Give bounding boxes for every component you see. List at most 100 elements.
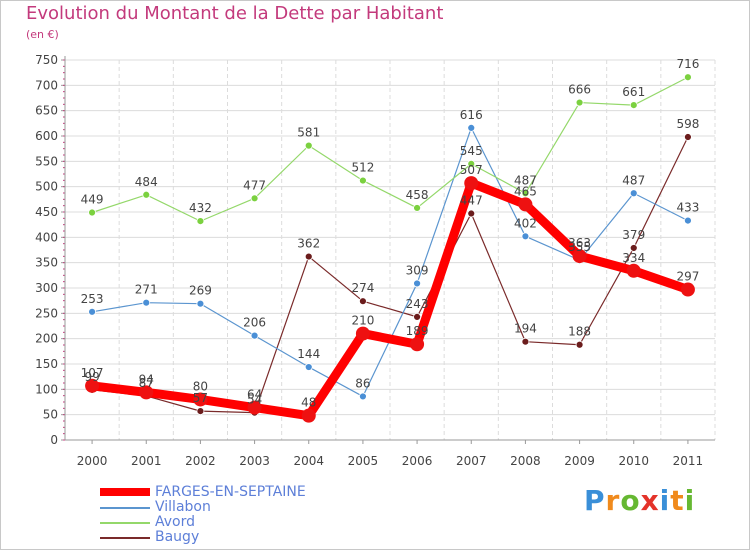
x-tick-label: 2000: [77, 454, 108, 468]
data-point: [355, 326, 370, 341]
data-label: 465: [514, 184, 537, 198]
data-point: [193, 392, 208, 407]
data-point: [196, 407, 205, 416]
data-point: [521, 337, 530, 346]
data-label: 487: [622, 173, 645, 187]
x-tick-label: 2011: [673, 454, 704, 468]
data-point: [359, 297, 367, 306]
data-label: 210: [351, 314, 374, 328]
data-label: 458: [406, 188, 429, 202]
data-point: [464, 176, 479, 191]
brand-logo: Proxiti: [584, 484, 695, 517]
data-point: [467, 159, 476, 168]
data-point: [629, 101, 638, 109]
data-label: 243: [406, 297, 429, 311]
data-label: 144: [297, 347, 320, 361]
data-point: [196, 299, 205, 308]
data-point: [629, 244, 638, 252]
data-point: [413, 204, 421, 212]
data-point: [413, 312, 421, 321]
data-point: [467, 209, 476, 218]
legend-label: Baugy: [155, 529, 200, 545]
y-tick-label: 50: [43, 408, 58, 422]
data-label: 507: [460, 163, 483, 177]
data-point: [359, 176, 367, 185]
x-tick-label: 2004: [293, 454, 324, 468]
data-label: 402: [514, 216, 537, 230]
y-tick-label: 600: [35, 129, 58, 143]
data-point: [196, 217, 205, 226]
y-tick-label: 450: [35, 205, 58, 219]
x-tick-label: 2009: [564, 454, 595, 468]
y-tick-label: 500: [35, 180, 58, 194]
data-label: 716: [676, 57, 699, 71]
data-point: [304, 252, 313, 261]
y-tick-label: 200: [35, 332, 58, 346]
data-label: 484: [135, 175, 158, 189]
data-label: 274: [351, 281, 374, 295]
data-point: [521, 189, 530, 198]
data-label: 80: [193, 379, 208, 393]
legend-swatch: [100, 522, 150, 524]
brand-letter: i: [659, 484, 671, 517]
x-tick-label: 2005: [348, 454, 379, 468]
legend-swatch: [100, 507, 150, 509]
data-label: 86: [355, 376, 370, 390]
data-point: [575, 98, 584, 107]
x-tick-label: 2002: [185, 454, 216, 468]
legend-label: Villabon: [155, 499, 211, 515]
data-point: [142, 190, 151, 199]
data-point: [684, 133, 692, 141]
data-point: [572, 249, 587, 264]
data-label: 355: [568, 240, 591, 254]
data-label: 581: [297, 126, 320, 140]
brand-letter: i: [684, 484, 696, 517]
data-point: [410, 337, 425, 352]
data-label: 188: [568, 325, 591, 339]
data-point: [518, 197, 533, 212]
data-point: [88, 307, 96, 316]
data-point: [629, 189, 638, 198]
brand-letter: r: [605, 484, 621, 517]
y-tick-label: 100: [35, 382, 58, 396]
y-tick-label: 550: [35, 154, 58, 168]
y-tick-label: 650: [35, 104, 58, 118]
chart-unit: (en €): [26, 28, 59, 41]
data-label: 334: [622, 251, 645, 265]
x-tick-label: 2008: [510, 454, 541, 468]
series-line-farges-en-septaine: [87, 178, 693, 421]
data-label: 362: [297, 237, 320, 251]
y-tick-label: 750: [35, 53, 58, 67]
x-tick-label: 2001: [131, 454, 162, 468]
data-point: [142, 298, 151, 307]
brand-letter: P: [584, 484, 606, 517]
legend-swatch: [100, 488, 150, 496]
y-tick-label: 700: [35, 78, 58, 92]
y-tick-label: 150: [35, 357, 58, 371]
legend-swatch: [100, 537, 150, 539]
data-label: 433: [676, 201, 699, 215]
data-label: 363: [568, 236, 591, 250]
data-label: 253: [81, 292, 104, 306]
data-label: 309: [406, 263, 429, 277]
y-tick-label: 300: [35, 281, 58, 295]
data-label: 297: [676, 270, 699, 284]
data-label: 616: [460, 108, 483, 122]
data-point: [413, 279, 421, 288]
data-label: 666: [568, 83, 591, 97]
data-label: 194: [514, 322, 537, 336]
data-point: [684, 216, 692, 225]
data-label: 206: [243, 316, 266, 330]
data-point: [684, 73, 692, 82]
data-point: [304, 363, 313, 371]
data-label: 107: [81, 366, 104, 380]
data-label: 447: [460, 194, 483, 208]
data-label: 94: [139, 372, 154, 386]
y-tick-label: 350: [35, 256, 58, 270]
data-label: 449: [81, 193, 104, 207]
series-line-avord: [91, 76, 689, 222]
data-point: [359, 392, 367, 401]
brand-letter: o: [620, 484, 641, 517]
